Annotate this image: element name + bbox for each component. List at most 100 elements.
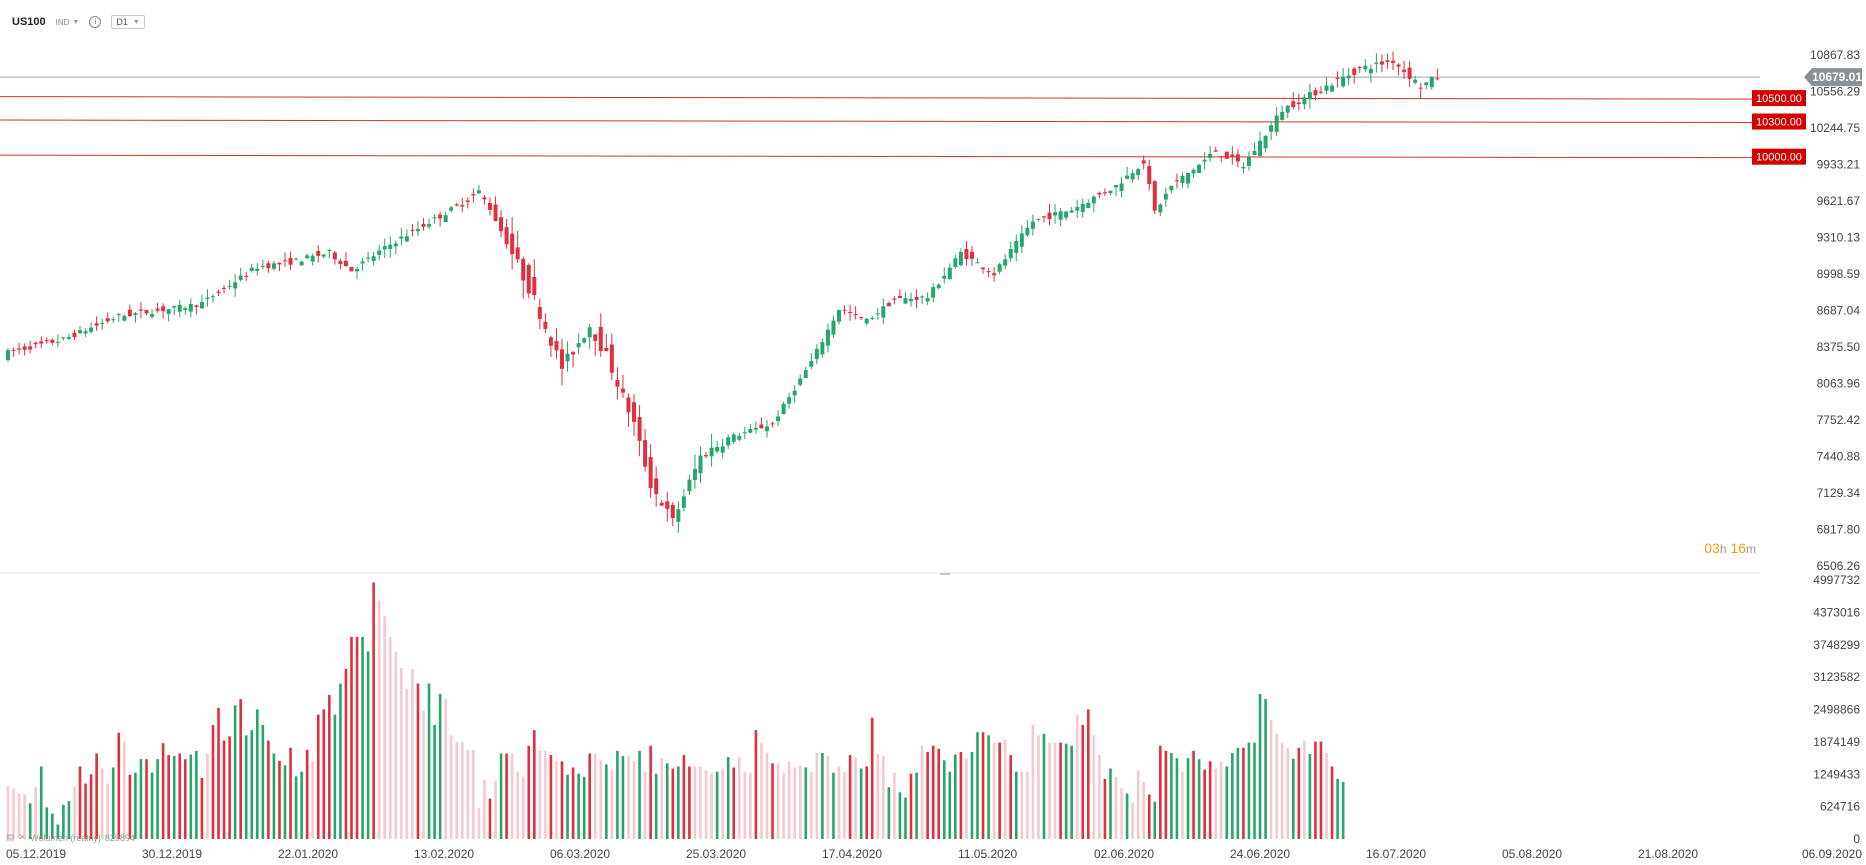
candle-body[interactable] xyxy=(1374,62,1379,64)
candle-body[interactable] xyxy=(637,417,642,441)
candle-body[interactable] xyxy=(565,353,570,362)
candle-body[interactable] xyxy=(404,236,409,242)
candle-body[interactable] xyxy=(1318,91,1323,93)
candle-body[interactable] xyxy=(1069,210,1074,213)
candle-body[interactable] xyxy=(233,282,238,289)
candle-body[interactable] xyxy=(654,478,659,495)
candle-body[interactable] xyxy=(260,266,265,268)
candle-body[interactable] xyxy=(510,233,515,255)
candle-body[interactable] xyxy=(83,331,88,334)
candle-body[interactable] xyxy=(748,429,753,433)
candle-body[interactable] xyxy=(1396,64,1401,67)
candle-body[interactable] xyxy=(914,296,919,300)
candle-body[interactable] xyxy=(1280,111,1285,120)
candle-body[interactable] xyxy=(620,388,625,393)
candle-body[interactable] xyxy=(709,447,714,457)
candle-body[interactable] xyxy=(1064,211,1069,218)
candle-body[interactable] xyxy=(438,214,443,219)
candle-body[interactable] xyxy=(886,303,891,307)
candle-body[interactable] xyxy=(382,246,387,250)
candle-body[interactable] xyxy=(798,378,803,385)
candle-body[interactable] xyxy=(853,314,858,316)
candle-body[interactable] xyxy=(194,305,199,307)
candle-body[interactable] xyxy=(349,266,354,272)
candle-body[interactable] xyxy=(266,263,271,269)
candle-body[interactable] xyxy=(670,504,675,519)
candle-body[interactable] xyxy=(759,424,764,429)
candle-body[interactable] xyxy=(792,390,797,396)
candle-body[interactable] xyxy=(1307,92,1312,100)
candle-body[interactable] xyxy=(1258,140,1263,156)
candle-body[interactable] xyxy=(1224,151,1229,159)
candle-body[interactable] xyxy=(731,434,736,442)
horizontal-level-line[interactable] xyxy=(0,154,1761,159)
candle-body[interactable] xyxy=(1186,172,1191,184)
candle-body[interactable] xyxy=(582,338,587,343)
candle-body[interactable] xyxy=(299,261,304,266)
candle-body[interactable] xyxy=(89,327,94,332)
candle-body[interactable] xyxy=(1352,68,1357,75)
candle-body[interactable] xyxy=(726,437,731,446)
candle-body[interactable] xyxy=(427,224,432,227)
candle-body[interactable] xyxy=(183,308,188,310)
candle-body[interactable] xyxy=(421,224,426,227)
candle-body[interactable] xyxy=(476,190,481,194)
candle-body[interactable] xyxy=(1125,175,1130,179)
candle-body[interactable] xyxy=(986,271,991,273)
candle-body[interactable] xyxy=(1252,150,1257,156)
info-icon[interactable]: i xyxy=(89,16,102,28)
candle-body[interactable] xyxy=(770,423,775,425)
candle-body[interactable] xyxy=(820,341,825,355)
candle-body[interactable] xyxy=(1119,183,1124,192)
candle-body[interactable] xyxy=(1346,75,1351,79)
candle-body[interactable] xyxy=(587,327,592,338)
candle-body[interactable] xyxy=(1435,78,1440,80)
candle-body[interactable] xyxy=(1335,77,1340,79)
candle-body[interactable] xyxy=(837,310,841,322)
candle-body[interactable] xyxy=(1324,85,1329,91)
candle-body[interactable] xyxy=(116,313,121,316)
candle-body[interactable] xyxy=(305,255,310,259)
candle-body[interactable] xyxy=(842,309,847,311)
candle-body[interactable] xyxy=(1424,82,1429,86)
candle-body[interactable] xyxy=(560,349,564,369)
candle-body[interactable] xyxy=(271,263,276,269)
candle-body[interactable] xyxy=(288,258,293,265)
candle-body[interactable] xyxy=(1368,68,1373,74)
candle-body[interactable] xyxy=(615,380,620,387)
candle-body[interactable] xyxy=(166,309,171,314)
candle-body[interactable] xyxy=(626,397,631,413)
candle-body[interactable] xyxy=(1263,135,1268,149)
candle-body[interactable] xyxy=(1174,180,1179,182)
candle-body[interactable] xyxy=(1385,60,1390,62)
candle-body[interactable] xyxy=(283,260,287,262)
candle-body[interactable] xyxy=(753,427,758,430)
candle-body[interactable] xyxy=(1147,165,1152,184)
candle-body[interactable] xyxy=(1357,67,1362,69)
candle-body[interactable] xyxy=(22,346,27,350)
candle-body[interactable] xyxy=(460,205,465,207)
candle-body[interactable] xyxy=(66,337,71,339)
candle-body[interactable] xyxy=(515,247,520,260)
candle-body[interactable] xyxy=(1291,101,1296,108)
candle-body[interactable] xyxy=(255,268,260,272)
candle-body[interactable] xyxy=(781,403,786,415)
candle-body[interactable] xyxy=(814,348,819,360)
candle-body[interactable] xyxy=(554,341,559,351)
candle-body[interactable] xyxy=(1058,211,1063,220)
candle-body[interactable] xyxy=(609,344,614,373)
candle-body[interactable] xyxy=(499,217,504,232)
candle-body[interactable] xyxy=(294,258,299,260)
candle-body[interactable] xyxy=(903,298,908,304)
candle-body[interactable] xyxy=(958,251,963,266)
candle-body[interactable] xyxy=(1208,153,1213,159)
candle-body[interactable] xyxy=(44,340,49,342)
candle-body[interactable] xyxy=(742,432,747,434)
candle-body[interactable] xyxy=(1163,193,1168,200)
candle-body[interactable] xyxy=(1180,175,1185,183)
candle-body[interactable] xyxy=(33,342,38,345)
candle-body[interactable] xyxy=(377,250,382,255)
candle-body[interactable] xyxy=(825,329,830,346)
candle-body[interactable] xyxy=(704,455,709,457)
